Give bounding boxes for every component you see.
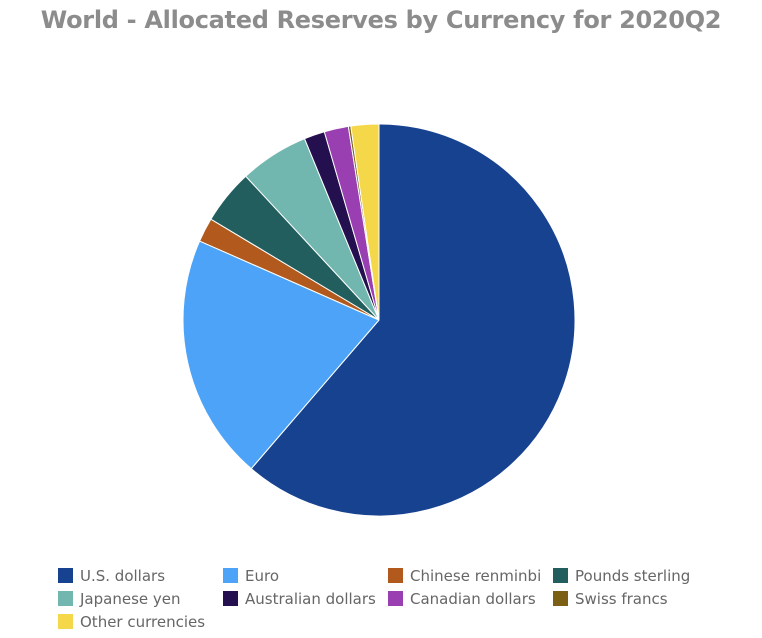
legend-label: Euro (245, 566, 279, 585)
legend-swatch (58, 591, 73, 606)
legend-row: Japanese yen Australian dollars Canadian… (58, 587, 758, 610)
legend-swatch (553, 591, 568, 606)
legend-item-pounds-sterling[interactable]: Pounds sterling (553, 564, 713, 587)
legend-swatch (223, 591, 238, 606)
legend-swatch (223, 568, 238, 583)
pie-chart (182, 123, 576, 517)
pie-slice-u-s-dollars[interactable] (250, 123, 576, 517)
pie-slices (182, 123, 576, 517)
legend-item-other-currencies[interactable]: Other currencies (58, 610, 223, 633)
legend: U.S. dollars Euro Chinese renminbi Pound… (58, 564, 758, 633)
pie-slice-euro[interactable] (182, 240, 380, 470)
legend-item-euro[interactable]: Euro (223, 564, 388, 587)
legend-label: Pounds sterling (575, 566, 691, 585)
legend-label: Chinese renminbi (410, 566, 542, 585)
legend-item-swiss-francs[interactable]: Swiss francs (553, 587, 713, 610)
legend-item-japanese-yen[interactable]: Japanese yen (58, 587, 223, 610)
legend-label: Other currencies (80, 612, 206, 631)
pie-slice-other-currencies[interactable] (350, 123, 380, 321)
legend-label: Swiss francs (575, 589, 668, 608)
legend-item-us-dollars[interactable]: U.S. dollars (58, 564, 223, 587)
legend-swatch (553, 568, 568, 583)
legend-label: Australian dollars (245, 589, 376, 608)
legend-swatch (58, 614, 73, 629)
legend-row: Other currencies (58, 610, 758, 633)
legend-item-australian-dollars[interactable]: Australian dollars (223, 587, 388, 610)
legend-label: U.S. dollars (80, 566, 166, 585)
legend-swatch (388, 591, 403, 606)
legend-swatch (58, 568, 73, 583)
legend-row: U.S. dollars Euro Chinese renminbi Pound… (58, 564, 758, 587)
legend-label: Japanese yen (80, 589, 181, 608)
legend-item-canadian-dollars[interactable]: Canadian dollars (388, 587, 553, 610)
chart-title: World - Allocated Reserves by Currency f… (40, 6, 722, 34)
legend-swatch (388, 568, 403, 583)
legend-label: Canadian dollars (410, 589, 536, 608)
legend-item-chinese-renminbi[interactable]: Chinese renminbi (388, 564, 553, 587)
